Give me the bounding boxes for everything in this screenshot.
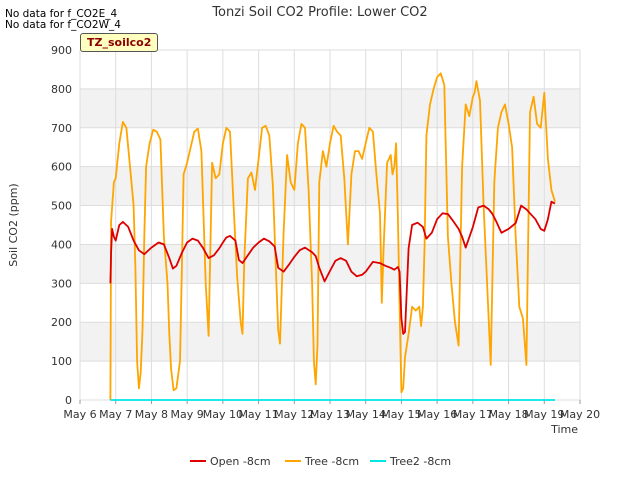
series-layer: [109, 72, 556, 401]
legend-item: Tree2 -8cm: [370, 455, 451, 468]
legend-item: Tree -8cm: [285, 455, 359, 468]
no-data-message-2: No data for f_CO2W_4: [5, 19, 121, 31]
x-gridlines: [79, 50, 581, 404]
y-tick-label: 800: [51, 83, 72, 96]
y-tick-label: 900: [51, 44, 72, 57]
x-tick-label: May 15: [381, 408, 421, 421]
x-tick-label: May 19: [524, 408, 564, 421]
x-tick-label: May 7: [99, 408, 132, 421]
y-tick-label: 600: [51, 161, 72, 174]
x-tick-label: May 6: [63, 408, 96, 421]
legend-label: Tree -8cm: [304, 455, 359, 468]
x-axis-label: Time: [550, 423, 578, 436]
x-tick-label: May 11: [238, 408, 278, 421]
x-tick-label: May 13: [310, 408, 350, 421]
x-tick-label: May 17: [453, 408, 493, 421]
x-tick-label: May 9: [171, 408, 204, 421]
series-line-tree-8cm: [109, 72, 556, 401]
x-tick-label: May 16: [417, 408, 457, 421]
y-axis-label: Soil CO2 (ppm): [7, 183, 20, 266]
legend-item: Open -8cm: [190, 455, 271, 468]
site-label-badge: TZ_soilco2: [80, 33, 159, 52]
x-tick-label: May 20: [560, 408, 600, 421]
legend-label: Tree2 -8cm: [389, 455, 451, 468]
legend-label: Open -8cm: [210, 455, 271, 468]
x-tick-label: May 8: [135, 408, 168, 421]
legend: Open -8cm Tree -8cm Tree2 -8cm: [190, 455, 451, 468]
y-tick-label: 200: [51, 316, 72, 329]
x-tick-label: May 10: [203, 408, 243, 421]
y-tick-label: 500: [51, 200, 72, 213]
x-tick-label: May 14: [346, 408, 386, 421]
y-tick-label: 300: [51, 277, 72, 290]
y-tick-label: 100: [51, 355, 72, 368]
series-line-open-8cm: [109, 200, 556, 335]
y-tick-label: 0: [65, 394, 72, 407]
y-tick-label: 400: [51, 238, 72, 251]
no-data-message-1: No data for f_CO2E_4: [5, 8, 118, 20]
chart-title: Tonzi Soil CO2 Profile: Lower CO2: [211, 5, 427, 20]
x-tick-label: May 12: [274, 408, 314, 421]
x-tick-label: May 18: [488, 408, 528, 421]
y-tick-labels: 0 100 200 300 400 500 600 700 800 900: [51, 44, 72, 407]
y-tick-label: 700: [51, 122, 72, 135]
